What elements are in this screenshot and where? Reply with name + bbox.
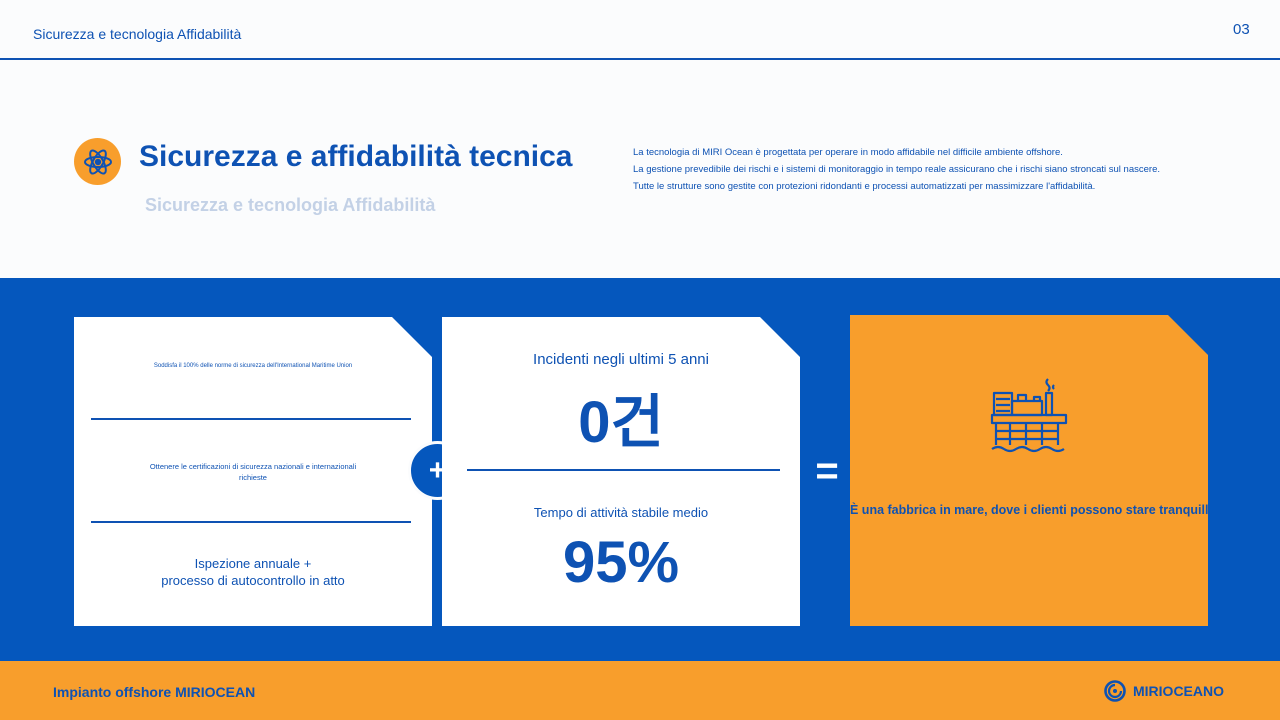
incidents-value: 0건 — [578, 390, 664, 455]
result-card: È una fabbrica in mare, dove i clienti p… — [850, 315, 1208, 626]
card-divider — [467, 469, 780, 471]
footer: Impianto offshore MIRIOCEAN MIRIOCEANO — [0, 661, 1280, 720]
uptime-label: Tempo di attività stabile medio — [533, 505, 709, 520]
section-title: Sicurezza e affidabilità tecnica — [139, 140, 573, 173]
equals-icon: = — [815, 449, 839, 493]
imu-compliance-note: Soddisfa il 100% delle norme di sicurezz… — [153, 363, 353, 369]
description-line: La gestione prevedibile dei rischi e i s… — [633, 164, 1160, 175]
logo-swirl-icon — [1104, 680, 1126, 702]
page-number: 03 — [1233, 21, 1250, 38]
inspection-note: Ispezione annuale + processo di autocont… — [74, 555, 432, 589]
incidents-label: Incidenti negli ultimi 5 anni — [533, 351, 709, 368]
inspection-note-line: processo di autocontrollo in atto — [161, 573, 345, 588]
section-subtitle: Sicurezza e tecnologia Affidabilità — [145, 195, 436, 215]
footer-title: Impianto offshore MIRIOCEAN — [53, 684, 256, 700]
card-divider — [91, 521, 411, 523]
offshore-platform-icon — [990, 377, 1068, 462]
atom-icon — [74, 138, 121, 185]
description-line: Tutte le strutture sono gestite con prot… — [633, 181, 1096, 192]
logo-text: MIRIOCEANO — [1133, 683, 1224, 699]
header-title: Sicurezza e tecnologia Affidabilità — [33, 26, 242, 42]
result-caption: È una fabbrica in mare, dove i clienti p… — [850, 503, 1216, 517]
requirements-card: Soddisfa il 100% delle norme di sicurezz… — [74, 317, 432, 626]
description-line: La tecnologia di MIRI Ocean è progettata… — [633, 147, 1063, 158]
stats-card: Incidenti negli ultimi 5 anni 0건 Tempo d… — [442, 317, 800, 626]
section-description: La tecnologia di MIRI Ocean è progettata… — [633, 144, 1233, 195]
inspection-note-line: Ispezione annuale + — [194, 556, 312, 571]
card-divider — [91, 418, 411, 420]
header-divider — [0, 58, 1280, 60]
uptime-value: 95% — [562, 530, 680, 595]
brand-logo: MIRIOCEANO — [1103, 679, 1224, 703]
certification-note: Ottenere le certificazioni di sicurezza … — [149, 462, 357, 482]
